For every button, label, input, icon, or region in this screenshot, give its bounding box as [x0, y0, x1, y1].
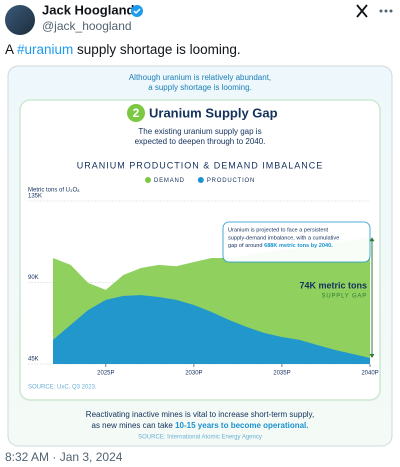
x-tick-label: 2035P — [273, 371, 290, 377]
step-badge — [127, 104, 145, 122]
chart-title: URANIUM PRODUCTION & DEMAND IMBALANCE — [77, 160, 324, 170]
gap-label: 74K metric tons — [299, 280, 367, 290]
heading: Uranium Supply Gap — [149, 105, 278, 120]
timestamp[interactable]: 8:32 AM · Jan 3, 2024 — [5, 450, 123, 464]
step-number: 2 — [133, 106, 140, 120]
y-axis-label: Metric tons of U₃O₈ — [28, 188, 80, 194]
annotation: Uranium is projected to face a persisten… — [228, 227, 329, 233]
hashtag[interactable]: #uranium — [17, 42, 73, 57]
y-tick-label: 135K — [28, 194, 42, 200]
footer: Reactivating inactive mines is vital to … — [86, 410, 314, 419]
verified-badge — [131, 5, 143, 17]
legend-label: PRODUCTION — [207, 178, 255, 184]
gap-arrowhead — [369, 354, 375, 359]
annotation-highlight: 688K metric tons by 2040. — [264, 243, 333, 249]
footer: as new mines can take — [92, 421, 176, 430]
footer: as new mines can take 10-15 years to bec… — [92, 421, 309, 430]
legend-swatch — [197, 177, 204, 183]
y-tick-label: 90K — [28, 275, 39, 281]
y-tick-label: 45K — [28, 357, 39, 363]
x-tick-label: 2025P — [97, 371, 114, 377]
annotation: gap of around 688K metric tons by 2040. — [228, 243, 333, 249]
chart: 45K 90K 135K 2025P 2030P 2035P 2040P DEMAND PROD… — [28, 177, 379, 377]
gap-sublabel: SUPPLY GAP — [322, 294, 367, 300]
chart-source: SOURCE: UxC, Q3 2023. — [28, 385, 97, 391]
subheading: The existing uranium supply gap is — [138, 127, 261, 136]
annotation: supply-demand imbalance, with a cumulati… — [228, 235, 339, 241]
gap-arrowhead — [369, 237, 375, 242]
footer-highlight: 10-15 years to become operational. — [175, 421, 308, 430]
text: A — [5, 42, 17, 57]
legend-swatch — [145, 177, 151, 183]
more-menu[interactable] — [379, 9, 393, 13]
intro: Although uranium is relatively abundant, — [129, 73, 271, 82]
x-tick-label: 2030P — [185, 371, 202, 377]
annotation-box — [222, 221, 371, 263]
tweet-text: A #uranium supply shortage is looming. — [5, 42, 241, 57]
intro: a supply shortage is looming. — [148, 83, 252, 92]
annotation: gap of around — [228, 243, 264, 249]
x-tick-label: 2040P — [361, 371, 378, 377]
text: supply shortage is looming. — [73, 42, 240, 57]
author-name[interactable]: Jack Hoogland — [42, 2, 135, 17]
area-production — [53, 295, 370, 364]
avatar[interactable] — [5, 5, 35, 35]
subheading: expected to deepen through to 2040. — [135, 137, 266, 146]
x-logo[interactable] — [356, 4, 368, 18]
legend-label: DEMAND — [154, 178, 185, 184]
author-handle[interactable]: @jack_hoogland — [42, 19, 132, 33]
footer-source: SOURCE: International Atomic Energy Agen… — [138, 435, 262, 441]
